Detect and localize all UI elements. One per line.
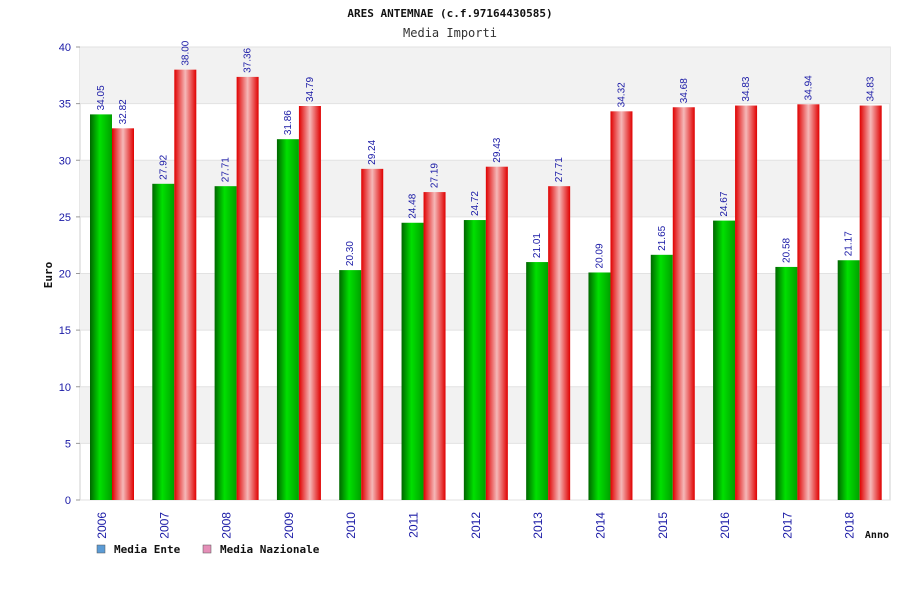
bar-media-ente-2006 [90, 114, 112, 500]
bar-media-nazionale-2015 [672, 107, 695, 501]
bar-media-nazionale-2009 [298, 106, 321, 501]
bar-media-ente-2012 [463, 220, 486, 500]
x-tick-label: 2006 [95, 512, 109, 539]
x-tick-label: 2007 [157, 512, 171, 539]
data-label: 27.71 [221, 157, 232, 182]
bar-media-ente-2017 [775, 266, 798, 500]
data-label: 34.79 [305, 77, 316, 102]
bar-media-ente-2014 [588, 272, 611, 500]
x-tick-label: 2009 [282, 512, 296, 539]
bar-media-nazionale-2010 [361, 168, 384, 500]
data-label: 21.01 [532, 233, 543, 258]
data-label: 32.82 [118, 99, 129, 124]
x-tick-label: 2014 [593, 512, 607, 539]
bar-media-nazionale-2013 [548, 186, 571, 500]
legend-label-media-ente: Media Ente [114, 543, 181, 556]
data-label: 34.94 [803, 75, 814, 100]
data-label: 34.83 [741, 76, 752, 101]
bar-media-nazionale-2014 [610, 111, 633, 501]
bar-media-ente-2011 [401, 222, 424, 500]
chart-subtitle: Media Importi [403, 26, 497, 40]
data-label: 29.43 [492, 137, 503, 162]
bar-media-nazionale-2011 [423, 192, 446, 501]
x-axis-ticks: 2006 2007 2008 2009 2010 2011 2012 2013 2014 2015… [95, 512, 857, 539]
bar-media-ente-2016 [713, 220, 736, 500]
x-tick-label: 2016 [718, 512, 732, 539]
bar-media-ente-2013 [526, 262, 549, 500]
data-label: 34.68 [679, 78, 690, 103]
bars-group [90, 69, 882, 501]
x-tick-label: 2015 [656, 512, 670, 539]
y-tick-label: 15 [59, 325, 71, 337]
data-label: 20.30 [345, 241, 356, 266]
y-axis-ticks: 0 5 10 15 20 25 30 35 40 [59, 42, 80, 507]
grid-band [80, 47, 890, 104]
bar-media-nazionale-2012 [485, 166, 508, 500]
x-tick-label: 2013 [531, 512, 545, 539]
bar-media-nazionale-2018 [859, 105, 882, 501]
y-tick-label: 30 [59, 155, 71, 167]
data-label: 27.71 [554, 157, 565, 182]
x-tick-label: 2010 [344, 512, 358, 539]
data-label: 20.58 [781, 237, 792, 262]
data-label: 34.83 [866, 76, 877, 101]
bar-media-nazionale-2008 [236, 76, 259, 500]
bar-media-ente-2007 [152, 183, 175, 500]
x-tick-label: 2017 [780, 512, 794, 539]
y-tick-label: 20 [59, 269, 71, 281]
bar-media-ente-2008 [214, 186, 237, 500]
data-label: 21.17 [844, 231, 855, 256]
chart-title: ARES ANTEMNAE (c.f.97164430585) [347, 7, 552, 20]
bar-media-nazionale-2016 [735, 105, 758, 501]
bar-media-nazionale-2007 [174, 69, 197, 501]
legend-label-media-nazionale: Media Nazionale [220, 543, 320, 556]
grid-band [80, 160, 890, 217]
legend-swatch-media-nazionale [202, 544, 212, 554]
bar-media-nazionale-2017 [797, 104, 820, 500]
data-label: 27.19 [430, 163, 441, 188]
y-tick-label: 35 [59, 99, 71, 111]
x-tick-label: 2011 [407, 512, 421, 538]
x-tick-label: 2018 [843, 512, 857, 539]
bar-media-ente-2009 [276, 139, 299, 501]
y-tick-label: 10 [59, 382, 71, 394]
data-label: 38.00 [180, 40, 191, 65]
data-label: 34.05 [96, 85, 107, 110]
data-label: 24.67 [719, 191, 730, 216]
data-label: 29.24 [367, 139, 378, 164]
x-tick-label: 2012 [469, 512, 483, 539]
data-label: 20.09 [594, 243, 605, 268]
legend: Media Ente Media Nazionale [96, 543, 320, 556]
y-tick-label: 0 [65, 495, 71, 507]
bar-media-ente-2018 [837, 260, 860, 500]
data-label: 34.32 [616, 82, 627, 107]
bar-media-ente-2015 [650, 254, 673, 500]
data-label: 27.92 [158, 154, 169, 179]
bar-media-ente-2010 [339, 270, 362, 500]
y-axis-label: Euro [42, 261, 55, 288]
data-label: 31.86 [283, 110, 294, 135]
legend-swatch-media-ente [96, 544, 106, 554]
bar-media-nazionale-2006 [112, 128, 134, 500]
data-label: 24.48 [408, 193, 419, 218]
x-axis-label: Anno [865, 530, 889, 541]
value-labels: 34.05 32.82 27.92 38.00 27.71 37.36 31.86 34.79… [96, 40, 877, 268]
y-tick-label: 25 [59, 212, 71, 224]
data-label: 21.65 [657, 225, 668, 250]
x-tick-label: 2008 [220, 512, 234, 539]
y-tick-label: 5 [65, 438, 71, 450]
y-tick-label: 40 [59, 42, 71, 54]
data-label: 37.36 [243, 47, 254, 72]
data-label: 24.72 [470, 191, 481, 216]
